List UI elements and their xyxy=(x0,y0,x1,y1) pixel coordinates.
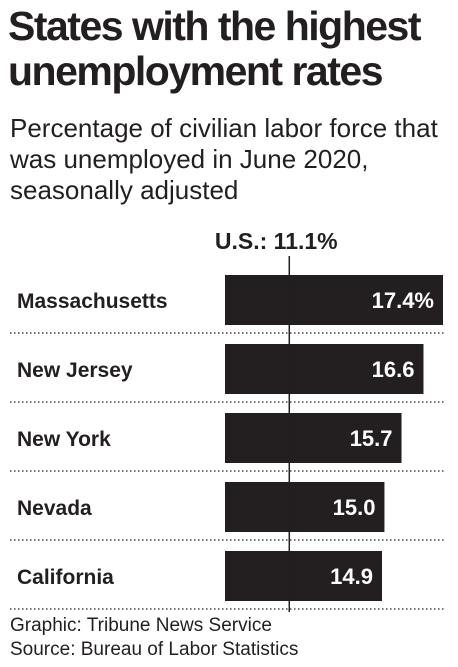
bars-layer: Massachusetts 17.4% New Jersey 16.6 New York… xyxy=(10,275,446,610)
category-label: Massachusetts xyxy=(17,290,168,313)
category-label: Nevada xyxy=(17,497,92,520)
bar xyxy=(225,551,382,601)
reference-line-label: U.S.: 11.1% xyxy=(215,228,338,254)
bar xyxy=(225,482,385,532)
chart-title: States with the highest unemployment rat… xyxy=(8,3,422,94)
category-label: New York xyxy=(17,428,111,451)
category-label: California xyxy=(17,566,114,589)
data-label: 15.7 xyxy=(350,426,393,451)
chart-subtitle: Percentage of civilian labor force that … xyxy=(10,113,438,205)
credit-text: Graphic: Tribune News Service xyxy=(10,615,272,636)
footer: Graphic: Tribune News Service Source: Bu… xyxy=(10,614,298,662)
category-label: New Jersey xyxy=(17,359,133,382)
data-label: 17.4% xyxy=(372,288,434,313)
data-label: 16.6 xyxy=(372,357,415,382)
data-label: 14.9 xyxy=(330,564,373,589)
bar xyxy=(225,275,443,325)
bar xyxy=(225,344,424,394)
bar xyxy=(225,413,402,463)
data-label: 15.0 xyxy=(333,495,376,520)
source-text: Source: Bureau of Labor Statistics xyxy=(10,639,299,660)
